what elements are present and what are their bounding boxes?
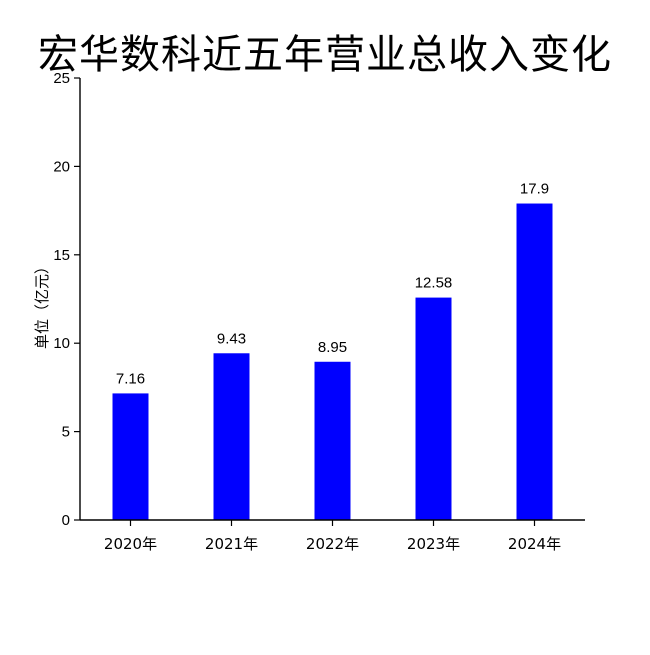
y-tick-label-4: 20	[53, 158, 70, 175]
bar-4	[516, 203, 553, 520]
data-label-2: 8.95	[318, 339, 347, 356]
data-label-1: 9.43	[217, 330, 246, 347]
x-tick-label-2: 2022年	[306, 535, 359, 553]
bar-3	[415, 297, 452, 520]
y-tick-label-0: 0	[62, 512, 70, 529]
data-label-0: 7.16	[116, 370, 145, 387]
bar-2	[314, 361, 351, 520]
y-tick-label-3: 15	[53, 247, 70, 264]
x-tick-label-4: 2024年	[508, 535, 561, 553]
x-tick-label-3: 2023年	[407, 535, 460, 553]
y-axis-label: 单位（亿元）	[33, 259, 51, 349]
chart-title: 宏华数科近五年营业总收入变化	[38, 32, 612, 78]
data-label-4: 17.9	[520, 181, 549, 198]
y-tick-label-2: 10	[53, 335, 70, 352]
x-tick-label-0: 2020年	[104, 535, 157, 553]
bar-0	[112, 393, 149, 520]
y-tick-label-5: 25	[53, 70, 70, 87]
data-label-3: 12.58	[415, 275, 453, 292]
y-tick-label-1: 5	[62, 424, 70, 441]
x-tick-label-1: 2021年	[205, 535, 258, 553]
bar-1	[213, 353, 250, 520]
